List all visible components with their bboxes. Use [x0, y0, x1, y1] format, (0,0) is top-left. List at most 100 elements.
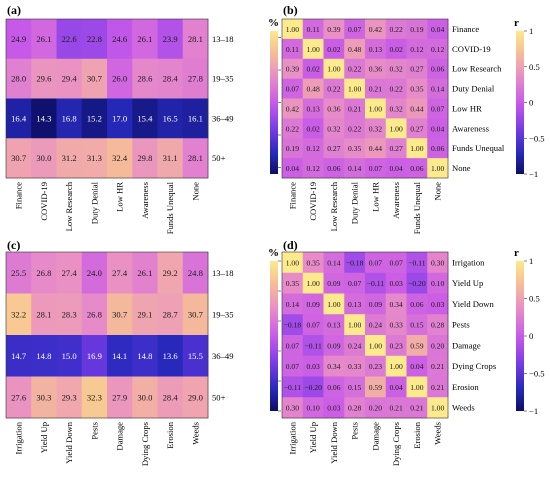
cell-value-label: 14.7: [11, 351, 27, 361]
cell-value-label: 16.9: [87, 351, 102, 361]
row-tick-label: Low Research: [452, 64, 502, 74]
heatmap-cell: [56, 335, 83, 377]
colorbar-tick-label: −0.5: [529, 369, 545, 379]
cell-value-label: 0.06: [327, 383, 340, 392]
colorbar-title: %: [268, 247, 279, 259]
row-tick-label: Duty Denial: [452, 84, 495, 94]
heatmap-cell: [365, 376, 387, 398]
colorbar-tick-label: 0: [529, 98, 533, 108]
cell-value-label: 0.27: [410, 124, 423, 133]
row-tick-label: Low HR: [452, 103, 482, 113]
heatmap-cell: [406, 335, 428, 357]
heatmap-cell: [302, 293, 324, 315]
cell-value-label: 0.13: [348, 300, 361, 309]
heatmap-cell: [282, 376, 304, 398]
cell-value-label: 0.32: [327, 124, 340, 133]
heatmap-cell: [31, 376, 57, 419]
column-tick-label: Awareness: [391, 181, 401, 219]
heatmap-cell: [31, 252, 57, 294]
column-tick-label: Erosion: [412, 421, 422, 448]
cell-value-label: 15.0: [62, 351, 77, 361]
heatmap-cell: [282, 397, 304, 419]
cell-value-label: 1.00: [286, 25, 299, 34]
cell-value-label: 15.4: [137, 113, 153, 123]
cell-value-label: 0.12: [306, 144, 319, 153]
cell-value-label: 0.04: [431, 124, 444, 133]
cell-value-label: 0.35: [286, 279, 299, 288]
panel-label: (d): [283, 238, 298, 252]
column-tick-label: None: [190, 182, 200, 201]
row-tick-label: None: [452, 163, 471, 173]
cell-value-label: 0.06: [410, 164, 423, 173]
cell-value-label: 14.3: [36, 113, 51, 123]
cell-value-label: 0.13: [369, 45, 382, 54]
heatmap-cell: [282, 335, 304, 357]
cell-value-label: 0.33: [348, 362, 361, 371]
heatmap-cell: [157, 335, 184, 377]
panel-label: (c): [7, 238, 20, 252]
row-tick-label: Funds Unequal: [452, 143, 505, 153]
cell-value-label: 0.04: [389, 383, 402, 392]
heatmap-cell: [6, 293, 32, 336]
heatmap-cell: [323, 314, 345, 336]
heatmap-cell: [344, 355, 366, 377]
heatmap-cell: [302, 138, 324, 159]
cell-value-label: 27.4: [62, 268, 78, 278]
cell-value-label: 28.3: [62, 309, 77, 319]
panel-label: (b): [283, 3, 298, 17]
cell-value-label: 0.12: [410, 45, 423, 54]
cell-value-label: 0.20: [431, 341, 444, 350]
colorbar-tick-label: 1: [529, 26, 533, 36]
heatmap-cell: [385, 38, 407, 60]
heatmap-cell: [344, 376, 366, 398]
row-tick-label: Dying Crops: [452, 361, 497, 371]
heatmap-cell: [344, 397, 366, 419]
heatmap-cell: [365, 355, 387, 377]
cell-value-label: 0.39: [327, 25, 340, 34]
row-tick-label: Awareness: [452, 123, 490, 133]
cell-value-label: 0.13: [306, 104, 319, 113]
heatmap-panel-d: (d) 1.00 0.35 0.14 −0.18 0.07 0.07 −0.11 0.30 0.3…: [281, 238, 545, 466]
colorbar-tick-label: 0: [529, 331, 533, 341]
heatmap-cell: [182, 252, 209, 294]
cell-value-label: 0.36: [369, 65, 382, 74]
cell-value-label: 26.0: [112, 74, 127, 84]
heatmap-cell: [323, 397, 345, 419]
heatmap-cell: [344, 98, 366, 119]
cell-value-label: 1.00: [369, 341, 382, 350]
cell-value-label: 0.04: [286, 164, 299, 173]
cell-value-label: 0.09: [306, 300, 319, 309]
heatmap-cell: [365, 314, 387, 336]
row-tick-label: Erosion: [452, 382, 479, 392]
heatmap-cell: [132, 252, 158, 294]
heatmap-cell: [182, 19, 209, 60]
heatmap-cell: [107, 335, 133, 377]
row-tick-label: Pests: [452, 320, 470, 330]
column-tick-label: Damage: [370, 422, 380, 451]
heatmap-cell: [406, 158, 428, 179]
heatmap-cell: [385, 335, 407, 357]
cell-value-label: 24.8: [188, 268, 203, 278]
heatmap-cell: [365, 98, 387, 119]
cell-value-label: 1.00: [431, 164, 444, 173]
row-tick-label: Damage: [452, 340, 481, 350]
cell-value-label: 26.1: [137, 268, 152, 278]
colorbar-title: r: [514, 247, 519, 259]
cell-value-label: 0.59: [369, 383, 382, 392]
heatmap-cell: [6, 138, 32, 179]
cell-value-label: −0.18: [284, 321, 302, 330]
row-tick-label: Weeds: [452, 403, 475, 413]
heatmap-cell: [385, 272, 407, 294]
heatmap-cell: [385, 58, 407, 80]
cell-value-label: 0.23: [369, 362, 382, 371]
heatmap-cell: [406, 78, 428, 99]
colorbar-tick-label: 0.5: [529, 62, 540, 72]
heatmap-cell: [107, 19, 133, 60]
cell-value-label: 0.19: [410, 25, 423, 34]
heatmap-cell: [427, 19, 449, 40]
cell-value-label: 29.3: [62, 392, 77, 402]
column-tick-label: Weeds: [190, 421, 200, 444]
heatmap-cell: [157, 293, 184, 336]
column-tick-label: Erosion: [165, 421, 175, 448]
heatmap-cell: [323, 272, 345, 294]
